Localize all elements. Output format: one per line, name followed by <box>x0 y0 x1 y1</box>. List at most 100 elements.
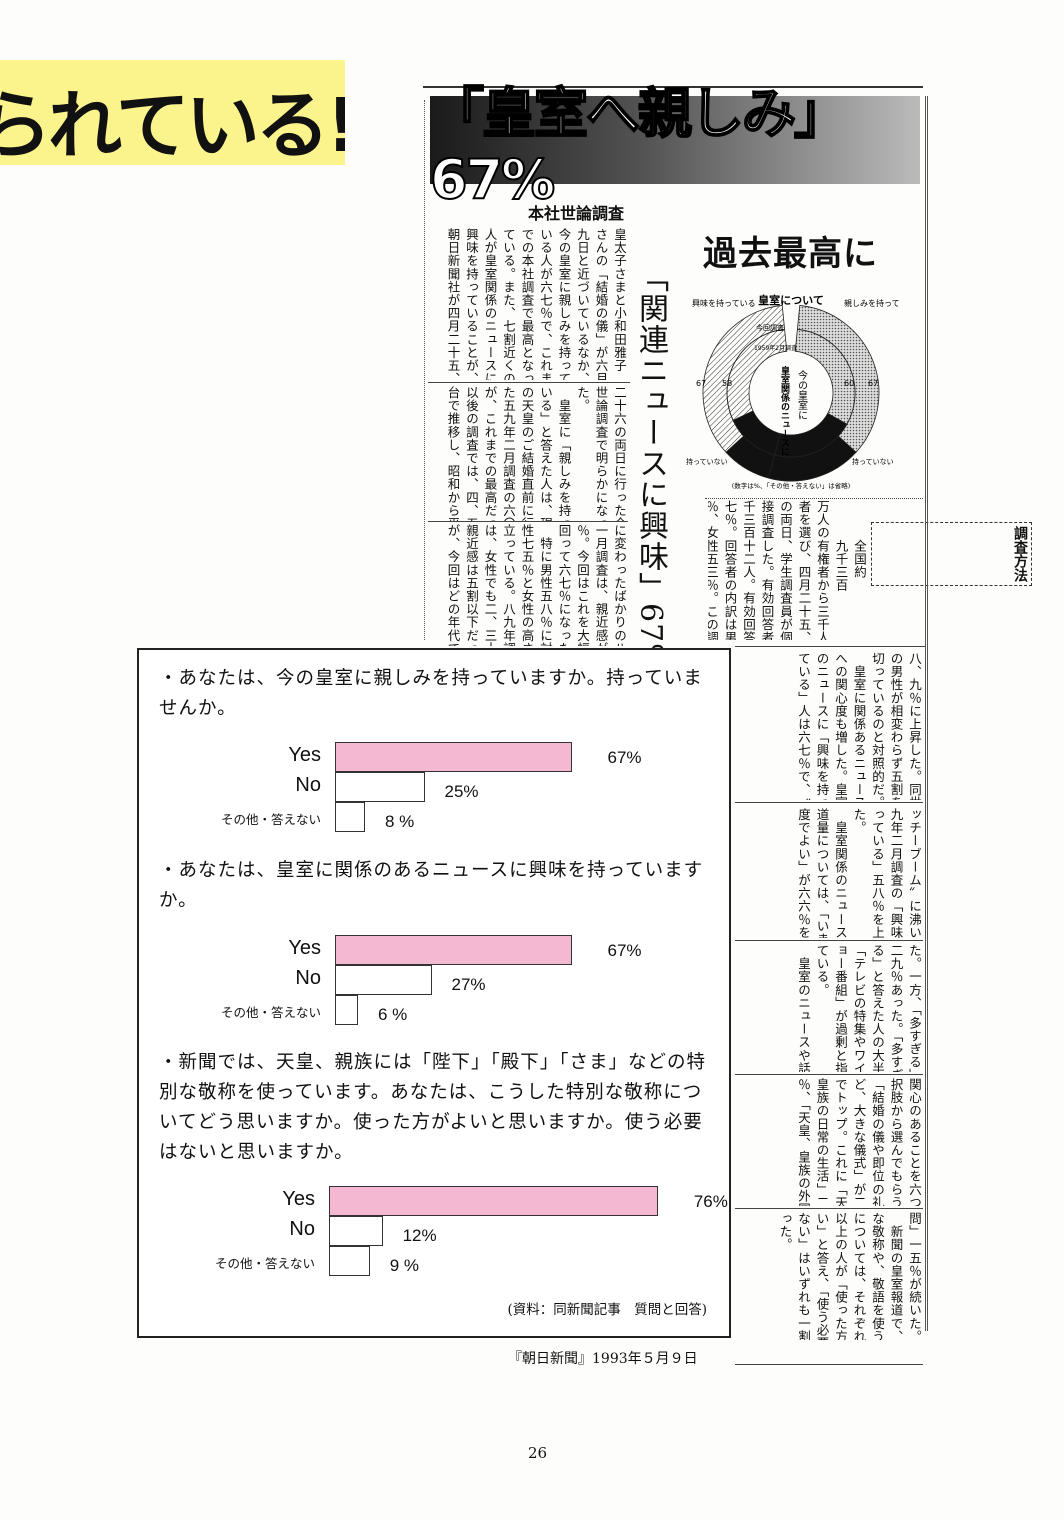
text-column: た五九年二月調査の六〇％ <box>501 386 516 521</box>
donut-right-past: 60 <box>844 379 854 388</box>
article-text: 関心のあることを六つの選 択肢から選んでもらうと、 「結婚の儀や即位の礼な ど、大きな… <box>735 1078 923 1206</box>
text-column: 回って六七％になった。 <box>556 524 572 646</box>
divider <box>428 382 630 383</box>
answer-label: その他・答えない <box>220 812 321 827</box>
text-column: った。 <box>777 1212 793 1252</box>
text-column: ている。 <box>814 944 830 997</box>
text-column: でトップ。これに「天皇、 <box>833 1078 848 1206</box>
text-column: ない」はいずれも一割台だ <box>796 1212 811 1340</box>
clipping-title-text: 「皇室へ親しみ」67% <box>429 81 849 212</box>
article-text: 皇太子さまと小和田雅子 さんの「結婚の儀」が六月 九日と近づいているなか、 今の皇室に… <box>430 228 628 380</box>
divider <box>925 96 928 1331</box>
text-column: の男性が相変わらず五割を <box>888 652 904 800</box>
text-column: 千三百十二人。有効回答率は七 <box>741 500 756 640</box>
answer-label: No <box>295 967 321 989</box>
text-column: 特に男性五八％に対し女 <box>538 524 553 646</box>
text-column: 人が皇室関係のニュースに <box>482 228 498 380</box>
text-column: ％、「天皇、皇族の外国訪 <box>796 1078 811 1206</box>
text-column: 立っている。八九年調査で <box>501 524 516 646</box>
text-column: ％、女性五三％。この調査は、 <box>708 500 719 640</box>
answer-label: Yes <box>282 1188 315 1210</box>
donut-left-past: 58 <box>722 379 732 388</box>
text-column: は、女性でも二、三十代の <box>482 524 498 646</box>
bar-yesanswer <box>329 1186 658 1216</box>
text-column: た。 <box>575 386 590 413</box>
survey-box: ・あなたは、今の皇室に親しみを持っていますか。持っていませんか。 Yes 67% No… <box>137 648 731 1338</box>
text-column: が、今回はどの年代でも六 <box>445 524 461 646</box>
bar-answer <box>335 802 365 832</box>
divider <box>735 940 923 941</box>
text-column: っている」五八％を上回っ <box>870 808 885 938</box>
text-column: の天皇のご結婚直前に行っ <box>519 386 535 521</box>
bar-value-label: 27% <box>451 975 486 994</box>
text-column: への関心度も増した。皇室 <box>833 652 848 800</box>
text-column: 「結婚の儀や即位の礼な <box>870 1078 885 1206</box>
text-column: い」と答え、「使う必要は <box>814 1212 830 1340</box>
text-column: 以後の調査では、四、五割 <box>464 386 479 521</box>
bar-noanswer <box>329 1216 383 1246</box>
bar-value-label: 12% <box>402 1226 437 1245</box>
text-column: ている。また、七割近くの <box>501 228 516 380</box>
article-text: ッチーブーム〟に沸いた五 九年二月調査の「興味を持 っている」五八％を上回っ た。 皇… <box>735 808 923 938</box>
donut-right-axis: 今の皇室に <box>796 369 808 420</box>
text-column: 台で推移し、昭和から平成 <box>445 386 461 521</box>
text-column: ている」人は六七％で、〝ミ <box>796 652 811 800</box>
text-column: 二十六の両日に行った全国 <box>612 386 627 521</box>
text-column: 朝日新聞社が四月二十五、 <box>445 228 461 380</box>
text-column: さんの「結婚の儀」が六月 <box>593 228 609 380</box>
divider <box>735 1364 923 1365</box>
bar-answer <box>329 1246 370 1276</box>
answer-label: No <box>295 774 321 796</box>
text-column: 皇室に関係あるニュース <box>851 652 867 800</box>
answer-label: No <box>289 1218 315 1240</box>
answer-label: Yes <box>288 937 321 959</box>
header-banner: られている!? <box>0 60 345 165</box>
question-text: ・あなたは、今の皇室に親しみを持っていますか。持っていませんか。 <box>159 668 703 719</box>
text-column: 今の皇室に親しみを持って <box>556 228 572 380</box>
donut-right-past-not-segment <box>774 412 848 458</box>
answer-label: Yes <box>288 744 321 766</box>
text-column: いる」と答えた人は、現在 <box>538 386 553 521</box>
article-text: た。一方、「多すぎる」も 二九％あった。「多すぎ る」と答えた人の大半は 「テレビの特… <box>735 944 923 1072</box>
divider <box>424 100 425 640</box>
text-column: 関心のあることを六つの選 <box>907 1078 922 1206</box>
bar-value-label: 9 % <box>389 1256 419 1275</box>
divider <box>735 646 925 647</box>
vertical-headline: 「関連ニュースに興味」67% <box>633 262 668 673</box>
bar-noanswer <box>335 772 425 802</box>
text-column: ％。今回はこれを大幅に上 <box>575 524 590 646</box>
text-column: 全国約 <box>852 500 867 579</box>
text-column: 択肢から選んでもらうと、 <box>888 1078 904 1206</box>
donut-right-current: 67 <box>868 379 878 388</box>
text-column: が、これまでの最高だった。 <box>482 386 498 521</box>
text-column: 二九％あった。「多すぎ <box>888 944 904 1072</box>
text-column: 皇室関係のニュースの報 <box>833 808 848 938</box>
text-column: 皇族の日常の生活」二二 <box>814 1078 830 1206</box>
answer-label: その他・答えない <box>214 1256 315 1271</box>
divider <box>423 86 923 88</box>
bar-answer <box>335 995 358 1025</box>
text-column: ど、大きな儀式」が二八％ <box>851 1078 867 1206</box>
text-column: での本社調査で最高となっ <box>519 228 535 380</box>
article-text: 八、九％に上昇した。同世代 の男性が相変わらず五割を 切っているのと対照的だ。 皇室… <box>735 652 923 800</box>
bar-value-label: 8 % <box>385 812 415 831</box>
bar-yesanswer <box>335 935 572 965</box>
text-column: については、それぞれ七割 <box>851 1212 867 1340</box>
text-column: 度でよい」が六六％を占め <box>796 808 811 938</box>
text-column: 九千三百 <box>833 500 849 592</box>
donut-current-label: 今回調査 <box>756 323 784 332</box>
text-column: 九日と近づいているなか、 <box>575 228 590 380</box>
article-text: 二十六の両日に行った全国 世論調査で明らかになっ た。 皇室に「親しみを持って いる」… <box>430 386 628 521</box>
donut-left-current: 67 <box>696 379 706 388</box>
subheading: 本社世論調査 <box>528 204 625 223</box>
text-column: た。 <box>851 808 867 835</box>
text-column: に変わったばかりの八九年 <box>612 524 627 646</box>
text-column: 道量については、「いま程 <box>814 808 830 938</box>
text-column: 接調査した。有効回答者数は二 <box>759 500 775 640</box>
article-text: 問」一五％が続いた。 新聞の皇室報道で、特別 な敬称や、敬語を使うこと については、… <box>735 1212 923 1340</box>
text-column: 「テレビの特集やワイドシ <box>851 944 867 1072</box>
text-column: 興味を持っていることが、 <box>464 228 479 380</box>
donut-left-label: 興味を持っている <box>692 298 756 308</box>
donut-not-left: 持っていない <box>686 457 728 466</box>
donut-left-axis: 皇室関係のニュースに <box>779 365 790 456</box>
